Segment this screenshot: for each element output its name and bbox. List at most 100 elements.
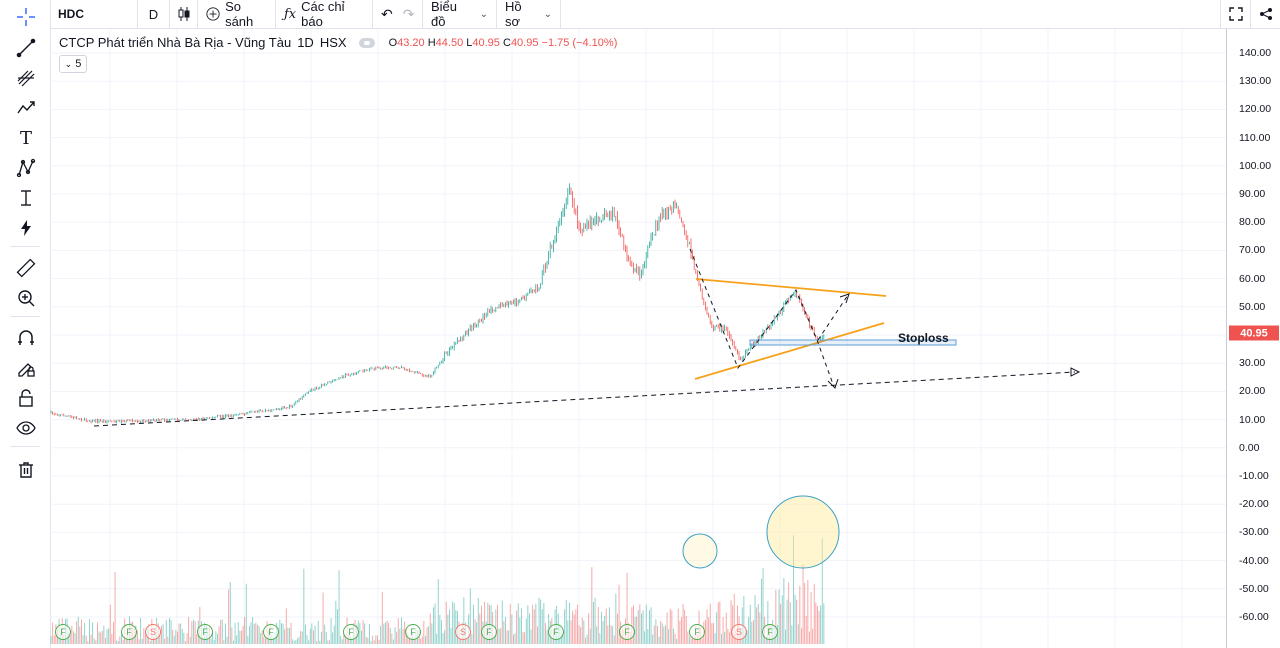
prediction-tool[interactable] bbox=[13, 156, 39, 180]
volume-bar bbox=[633, 605, 634, 644]
crosshair-tool[interactable] bbox=[13, 5, 39, 29]
volume-bar bbox=[612, 626, 614, 644]
volume-bar bbox=[183, 632, 185, 644]
chart-type-button[interactable] bbox=[170, 0, 198, 28]
volume-bar bbox=[460, 638, 462, 644]
volume-bar bbox=[748, 616, 750, 644]
chart-menu-label: Biểu đồ bbox=[431, 0, 458, 29]
visibility-toggle-icon[interactable] bbox=[358, 37, 375, 48]
interval-button[interactable]: D bbox=[138, 0, 170, 28]
volume-bar bbox=[396, 631, 398, 644]
volume-bar bbox=[372, 635, 374, 644]
fullscreen-button[interactable] bbox=[1220, 0, 1250, 28]
profile-menu-button[interactable]: Hồ sơ ⌄ bbox=[497, 0, 561, 29]
volume-bar bbox=[591, 567, 593, 644]
chevron-down-icon: ⌄ bbox=[479, 8, 488, 20]
volume-bar bbox=[674, 633, 676, 644]
volume-bar bbox=[389, 628, 391, 644]
remove-drawings-tool[interactable] bbox=[13, 458, 39, 482]
split-event-badge[interactable]: S bbox=[455, 624, 471, 640]
volume-bar bbox=[362, 620, 364, 644]
dividend-event-badge[interactable]: F bbox=[762, 624, 778, 640]
dividend-event-badge[interactable]: F bbox=[619, 624, 635, 640]
patterns-tool[interactable] bbox=[13, 96, 39, 120]
volume-bar bbox=[796, 599, 798, 644]
volume-bar bbox=[521, 608, 522, 644]
volume-bar bbox=[514, 633, 516, 644]
volume-bar bbox=[820, 605, 822, 644]
volume-bar bbox=[324, 624, 326, 644]
ruler-tool[interactable] bbox=[13, 256, 39, 280]
volume-bar bbox=[300, 630, 302, 644]
dividend-event-badge[interactable]: F bbox=[405, 624, 421, 640]
volume-bar bbox=[677, 608, 679, 644]
measure-tool[interactable] bbox=[13, 186, 39, 210]
trend-line-tool[interactable] bbox=[13, 36, 39, 60]
volume-bar bbox=[615, 593, 617, 644]
chevron-down-icon: ⌄ bbox=[543, 8, 552, 20]
volume-bar bbox=[449, 609, 450, 644]
text-tool[interactable]: T bbox=[13, 126, 39, 150]
chart-menu-button[interactable]: Biểu đồ ⌄ bbox=[423, 0, 497, 29]
dividend-event-badge[interactable]: F bbox=[343, 624, 359, 640]
lock-tool[interactable] bbox=[13, 386, 39, 410]
lock-drawing-tool[interactable] bbox=[13, 356, 39, 380]
volume-bar bbox=[73, 631, 74, 644]
volume-bar bbox=[162, 624, 164, 644]
candlesticks bbox=[50, 183, 825, 424]
volume-bar bbox=[601, 611, 602, 644]
volume-bar bbox=[690, 638, 692, 644]
volume-bar bbox=[92, 622, 94, 644]
volume-bar bbox=[580, 627, 582, 644]
compare-button[interactable]: So sánh bbox=[198, 0, 276, 29]
volume-bar bbox=[309, 628, 311, 644]
volume-bar bbox=[743, 596, 745, 644]
volume-bar bbox=[258, 626, 260, 644]
redo-icon[interactable]: ↷ bbox=[402, 5, 415, 22]
split-event-badge[interactable]: S bbox=[145, 624, 161, 640]
volume-bar bbox=[236, 635, 238, 644]
volume-bar bbox=[125, 637, 127, 644]
indicators-button[interactable]: ƒx Các chỉ báo bbox=[276, 0, 373, 29]
undo-icon[interactable]: ↶ bbox=[381, 5, 393, 22]
price-chart[interactable] bbox=[50, 29, 1226, 648]
split-event-badge[interactable]: S bbox=[731, 624, 747, 640]
volume-bar bbox=[383, 623, 385, 644]
volume-bar bbox=[533, 609, 535, 644]
volume-bar bbox=[818, 610, 820, 644]
volume-bar bbox=[233, 640, 234, 644]
volume-bar bbox=[570, 620, 572, 644]
indicators-collapse-button[interactable]: ⌄ 5 bbox=[59, 55, 87, 73]
volume-bar bbox=[505, 617, 506, 644]
stoploss-zone bbox=[749, 339, 957, 346]
dividend-event-badge[interactable]: F bbox=[548, 624, 564, 640]
volume-bar bbox=[140, 617, 142, 644]
volume-bar bbox=[121, 630, 122, 644]
volume-bar bbox=[111, 634, 113, 644]
volume-bar bbox=[239, 630, 241, 644]
dividend-event-badge[interactable]: F bbox=[55, 624, 71, 640]
dividend-event-badge[interactable]: F bbox=[197, 624, 213, 640]
volume-bar bbox=[369, 624, 370, 644]
dividend-event-badge[interactable]: F bbox=[121, 624, 137, 640]
volume-bar bbox=[569, 602, 570, 644]
zoom-in-tool[interactable] bbox=[13, 286, 39, 310]
symbol-search-button[interactable]: HDC bbox=[0, 0, 138, 28]
volume-bar bbox=[242, 625, 244, 644]
pitchfork-tool[interactable] bbox=[13, 66, 39, 90]
volume-bar bbox=[756, 607, 758, 644]
volume-bar bbox=[714, 633, 716, 644]
dividend-event-badge[interactable]: F bbox=[689, 624, 705, 640]
volume-bar bbox=[509, 603, 511, 644]
volume-bar bbox=[641, 613, 642, 644]
volume-bar bbox=[645, 604, 647, 644]
visibility-tool[interactable] bbox=[13, 416, 39, 440]
volume-bar bbox=[189, 636, 191, 644]
price-tick: 10.00 bbox=[1239, 413, 1266, 426]
magnet-tool[interactable] bbox=[13, 326, 39, 350]
share-button[interactable] bbox=[1250, 0, 1280, 28]
lightning-tool[interactable] bbox=[13, 216, 39, 240]
volume-bar bbox=[169, 617, 170, 644]
dividend-event-badge[interactable]: F bbox=[481, 624, 497, 640]
dividend-event-badge[interactable]: F bbox=[263, 624, 279, 640]
